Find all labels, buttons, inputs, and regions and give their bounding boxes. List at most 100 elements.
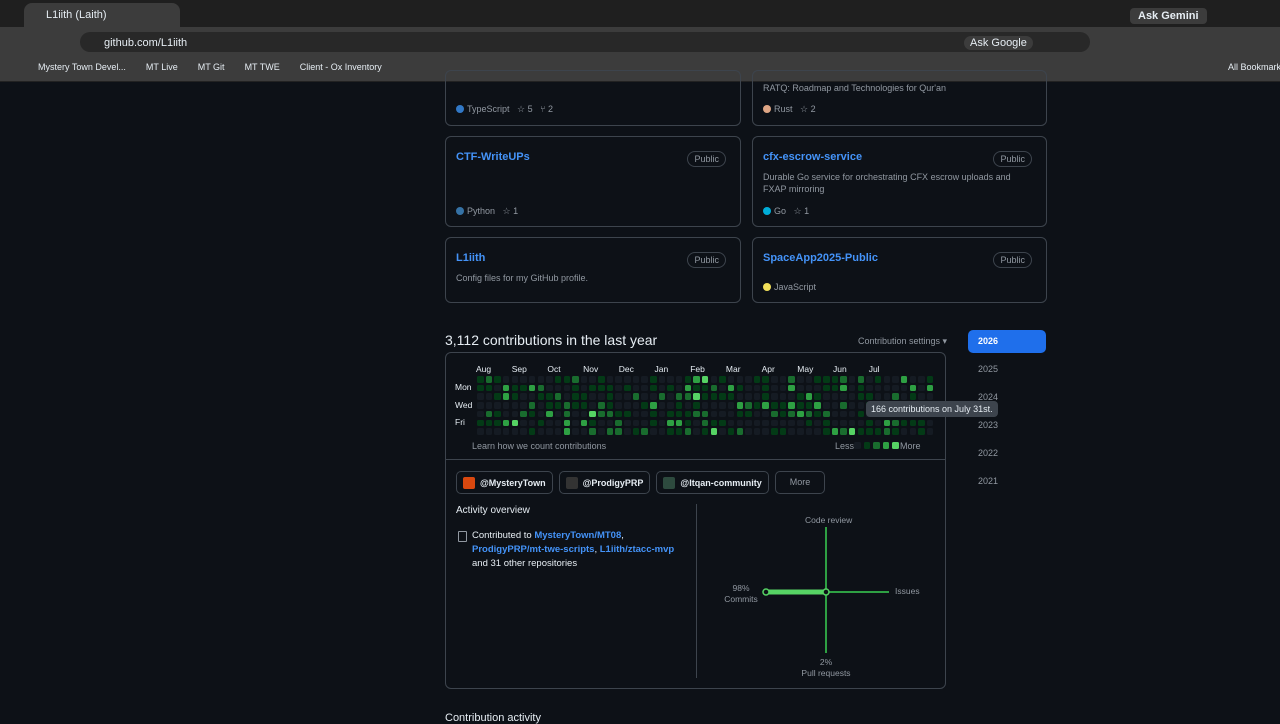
contribution-cell <box>528 419 536 426</box>
ask-gemini[interactable]: Ask Gemini <box>1130 8 1207 24</box>
contribution-cell <box>779 384 787 392</box>
year-button[interactable]: 2025 <box>978 364 999 374</box>
repo-card[interactable]: CTF-WriteUPs Public Python ☆ 1 <box>445 136 741 227</box>
contribution-cell <box>693 393 700 400</box>
learn-link[interactable]: Learn how we count contributions <box>472 441 607 451</box>
repo-name[interactable]: SpaceApp2025-Public <box>763 252 878 264</box>
contribution-cell <box>667 410 674 418</box>
contribution-cell <box>779 376 787 383</box>
contribution-cell <box>831 402 839 409</box>
bookmark[interactable]: MT Git <box>197 62 225 72</box>
more-button[interactable]: More <box>774 471 826 494</box>
contribution-cell <box>615 393 622 400</box>
contribution-cell <box>641 384 648 392</box>
all-bookmarks[interactable]: All Bookmarks <box>1228 62 1280 72</box>
contribution-cell <box>546 419 553 426</box>
contribution-cell <box>710 393 718 400</box>
contribution-cell <box>606 402 614 409</box>
contribution-cell <box>589 410 596 418</box>
org-button[interactable]: @ProdigyPRP <box>558 471 651 494</box>
visibility: Public <box>687 252 726 268</box>
repo-card[interactable]: L1iith Public Config files for my GitHub… <box>445 237 741 303</box>
bookmark[interactable]: Mystery Town Devel... <box>38 62 126 72</box>
repo-name[interactable]: L1iith <box>456 252 486 264</box>
contribution-settings[interactable]: Contribution settings ▾ <box>858 336 948 346</box>
contribution-cell <box>624 376 631 383</box>
contribution-cell <box>528 384 536 392</box>
contribution-cell <box>762 428 769 435</box>
contribution-cell <box>537 419 545 426</box>
contribution-cell <box>537 376 545 383</box>
repo-card[interactable]: RATQ: Roadmap and Technologies for Qur'a… <box>752 70 1047 126</box>
bookmark[interactable]: MT Live <box>145 62 178 72</box>
repo-description: RATQ: Roadmap and Technologies for Qur'a… <box>763 83 946 93</box>
contribution-cell <box>606 393 614 400</box>
contribution-cell <box>580 428 588 435</box>
contribution-cell <box>675 393 683 400</box>
contribution-cell <box>840 410 847 418</box>
contribution-cell <box>520 428 527 435</box>
contribution-cell <box>494 393 501 400</box>
org-button[interactable]: @MysteryTown <box>456 471 553 494</box>
repo-card[interactable]: cfx-escrow-service Public Durable Go ser… <box>752 136 1047 227</box>
bookmark[interactable]: MT TWE <box>244 62 280 72</box>
visibility: Public <box>993 252 1032 268</box>
contribution-cell <box>805 376 813 383</box>
ask-google[interactable]: Ask Google <box>964 36 1033 50</box>
contribution-cell <box>900 384 908 392</box>
year-button[interactable]: 2022 <box>978 448 999 458</box>
omnibox[interactable] <box>80 32 1090 52</box>
org-avatar <box>663 476 676 489</box>
contribution-cell <box>485 393 493 400</box>
contribution-cell <box>502 393 510 400</box>
contribution-cell <box>745 410 752 418</box>
contribution-cell <box>675 402 683 409</box>
contribution-cell <box>883 376 891 383</box>
repo-link[interactable]: MysteryTown/MT08 <box>534 530 622 541</box>
other-repos: and 31 other repositories <box>472 558 578 569</box>
contribution-cell <box>814 402 821 409</box>
stars: 5 <box>527 104 533 114</box>
repo-name[interactable]: CTF-WriteUPs <box>456 151 530 163</box>
repo-card[interactable]: SpaceApp2025-Public Public JavaScript <box>752 237 1047 303</box>
year-button[interactable]: 2021 <box>978 476 999 486</box>
contribution-cell <box>814 384 821 392</box>
month-label: Feb <box>690 364 705 374</box>
contribution-cell <box>762 419 769 426</box>
contribution-cell <box>727 419 735 426</box>
contribution-cell <box>520 384 527 392</box>
contribution-cell <box>727 384 735 392</box>
contribution-cell <box>554 410 562 418</box>
contribution-cell <box>753 402 761 409</box>
contribution-cell <box>658 428 666 435</box>
repo-card[interactable]: TypeScript ☆ 5 ⑂ 2 <box>445 70 741 126</box>
stars: 1 <box>513 206 519 216</box>
contribution-cell <box>857 428 865 435</box>
contribution-cell <box>624 393 631 400</box>
contribution-cell <box>727 428 735 435</box>
contribution-cell <box>658 419 666 426</box>
contribution-cell <box>710 419 718 426</box>
month-label: Mar <box>725 364 741 374</box>
month-label: Sep <box>511 364 527 374</box>
day-label: Wed <box>455 399 473 410</box>
bookmark[interactable]: Client - Ox Inventory <box>299 62 382 72</box>
repo-icon <box>458 531 467 542</box>
year-button[interactable]: 2024 <box>978 392 999 402</box>
repo-link[interactable]: L1iith/ztacc-mvp <box>599 544 675 555</box>
contribution-cell <box>641 419 648 426</box>
contribution-cell <box>857 384 865 392</box>
repo-link[interactable]: ProdigyPRP/mt-twe-scripts <box>472 544 595 555</box>
contribution-cell <box>658 393 666 400</box>
tab[interactable] <box>24 3 180 27</box>
contribution-cell <box>857 393 865 400</box>
year-button[interactable]: 2023 <box>978 420 999 430</box>
contribution-cell <box>909 419 916 426</box>
contribution-cell <box>650 393 657 400</box>
year-button[interactable]: 2026 <box>968 330 1046 353</box>
org-button[interactable]: @Itqan-community <box>656 471 769 494</box>
contribution-cell <box>624 428 631 435</box>
repo-name[interactable]: cfx-escrow-service <box>763 151 863 163</box>
contribution-cell <box>624 384 631 392</box>
contribution-cell <box>641 393 648 400</box>
